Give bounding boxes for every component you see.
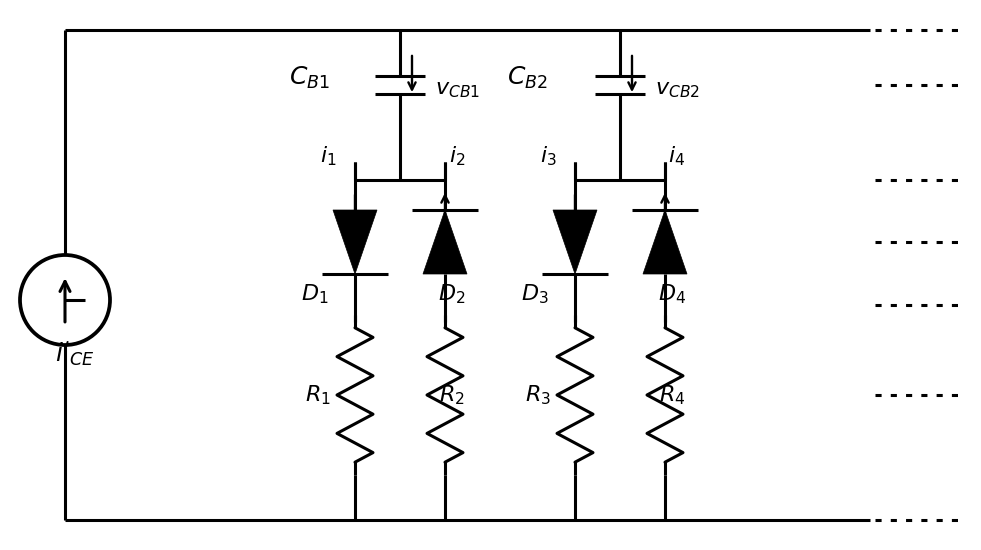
Text: $D_3$: $D_3$ [521,282,548,306]
Text: $C_{B1}$: $C_{B1}$ [289,65,330,91]
Text: $R_4$: $R_4$ [659,383,685,407]
Text: $v_{CB2}$: $v_{CB2}$ [655,80,700,100]
Text: $i_2$: $i_2$ [448,145,465,168]
Text: $C_{B2}$: $C_{B2}$ [507,65,548,91]
Text: $R_3$: $R_3$ [525,383,551,407]
Text: $i'_{CE}$: $i'_{CE}$ [55,341,95,369]
Text: $i_3$: $i_3$ [540,145,556,168]
Text: $D_4$: $D_4$ [658,282,686,306]
Polygon shape [333,210,377,274]
Text: $R_2$: $R_2$ [439,383,465,407]
Text: $i_1$: $i_1$ [320,145,336,168]
Text: $R_1$: $R_1$ [305,383,331,407]
Polygon shape [643,210,687,274]
Text: $v_{CB1}$: $v_{CB1}$ [435,80,480,100]
Text: $i_4$: $i_4$ [668,145,686,168]
Polygon shape [423,210,467,274]
Polygon shape [553,210,597,274]
Text: $D_1$: $D_1$ [301,282,329,306]
Text: $D_2$: $D_2$ [439,282,466,306]
